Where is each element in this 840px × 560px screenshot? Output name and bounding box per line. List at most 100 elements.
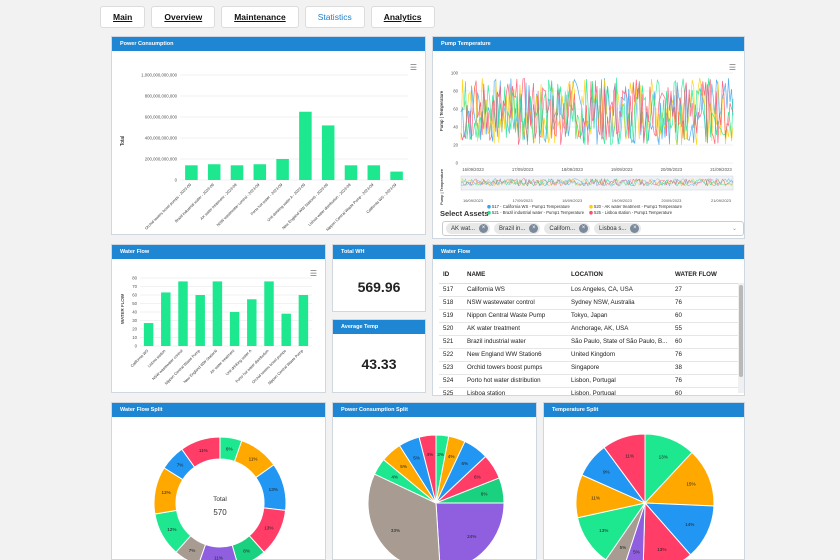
pie-slice — [435, 502, 505, 560]
slice-label: 11% — [249, 457, 258, 462]
water-flow-split-chart: 6% 11% 13% 13% 8% 11% 7% 12% 13% 7% 11% Total 570 — [153, 436, 287, 560]
slice-label: 5% — [413, 456, 420, 461]
y-tick-label: 10 — [132, 335, 137, 340]
y-tick-label: 70 — [132, 284, 137, 289]
hamburger-icon[interactable]: ☰ — [728, 63, 736, 72]
bar — [390, 171, 403, 180]
y-tick-label: 600,000,000,000 — [145, 115, 178, 120]
slice-label: 24% — [467, 534, 476, 539]
table-cell: 60 — [671, 335, 741, 349]
table-cell: United Kingdom — [567, 348, 671, 362]
y-axis-label: Total — [120, 136, 126, 147]
tab-statistics[interactable]: Statistics — [304, 6, 365, 28]
navigator-x-label: 20/09/2023 — [661, 198, 682, 203]
navigator-y-label: Pump | Temperature — [439, 168, 444, 205]
chip-label: AK wat... — [451, 225, 476, 232]
slice-label: 5% — [400, 464, 407, 469]
power-consumption-card: Power Consumption ☰ Total 1,000,000,000,… — [111, 36, 426, 235]
bar — [195, 295, 205, 346]
water-flow-chart-card: Water Flow ☰ WATER FLOW 80 70 60 50 40 30 20 10… — [111, 244, 326, 393]
power-consumption-chart: Total 1,000,000,000,000 800,000,000,000 60… — [120, 73, 408, 232]
table-row[interactable]: 521 Brazil industrial water São Paulo, Sta… — [439, 335, 741, 349]
card-title: Temperature Split — [544, 403, 744, 417]
y-tick-label: 40 — [453, 125, 458, 130]
column-header[interactable]: WATER FLOW — [671, 267, 741, 284]
slice-label: 13% — [599, 528, 608, 533]
chevron-down-icon[interactable]: ⌄ — [731, 226, 737, 232]
table-cell: Nippon Central Waste Pump — [463, 309, 567, 323]
water-flow-table: ID NAME LOCATION WATER FLOW 517 Californi… — [439, 267, 741, 395]
asset-chip[interactable]: Lisboa s... × — [594, 223, 642, 234]
slice-label: 13% — [264, 526, 273, 531]
table-row[interactable]: 519 Nippon Central Waste Pump Tokyo, Japan… — [439, 309, 741, 323]
navigator-x-label: 21/09/2023 — [711, 198, 732, 203]
pie-slice — [418, 434, 437, 504]
navigator-x-label: 19/09/2023 — [612, 198, 633, 203]
close-icon[interactable]: × — [529, 224, 539, 233]
legend-marker — [487, 210, 491, 215]
hamburger-icon[interactable]: ☰ — [409, 63, 417, 72]
legend-marker — [589, 204, 593, 209]
power-consumption-split-chart: 3% 4%6%6%6%24%33%4%5%5%4% — [367, 434, 505, 560]
table-cell: Los Angeles, CA, USA — [567, 283, 671, 297]
slice-label: 13% — [269, 487, 278, 492]
navigator-line — [460, 178, 734, 187]
table-row[interactable]: 522 New England WW Station6 United Kingdom… — [439, 348, 741, 362]
scrollbar-thumb[interactable] — [739, 285, 743, 377]
pie-slice — [643, 502, 715, 556]
card-title: Water Flow Split — [112, 403, 325, 417]
asset-chip[interactable]: AK wat... × — [446, 223, 491, 234]
table-cell: 518 — [439, 296, 463, 310]
y-tick-label: 30 — [132, 318, 137, 323]
power-consumption-split-card: Power Consumption Split 3% 4% 6% 6% 6% 24% 33%… — [332, 402, 537, 560]
table-cell: California WS — [463, 283, 567, 297]
card-title: Water Flow — [433, 245, 744, 259]
y-tick-label: 0 — [456, 161, 459, 166]
slice-label: 6% — [226, 446, 233, 451]
hamburger-icon[interactable]: ☰ — [309, 269, 317, 278]
tab-maintenance[interactable]: Maintenance — [221, 6, 299, 28]
table-row[interactable]: 520 AK water treatment Anchorage, AK, USA 5… — [439, 322, 741, 336]
table-row[interactable]: 518 NSW wastewater control Sydney NSW, Aus… — [439, 296, 741, 310]
slice-label: 14% — [685, 522, 694, 527]
y-tick-label: 20 — [132, 327, 137, 332]
tab-main[interactable]: Main — [100, 6, 146, 28]
table-cell: 55 — [671, 322, 741, 336]
tab-overview[interactable]: Overview — [151, 6, 216, 28]
column-header[interactable]: LOCATION — [567, 267, 671, 284]
table-row[interactable]: 523 Orchid towers boost pumps Singapore 38 — [439, 361, 741, 375]
pie-slice — [603, 433, 646, 505]
slice-label: 15% — [686, 482, 695, 487]
slice-label: 8% — [243, 549, 250, 554]
asset-chip[interactable]: Brazil in... × — [494, 223, 541, 234]
close-icon[interactable]: × — [630, 224, 640, 233]
slice-label: 11% — [199, 448, 208, 453]
close-icon[interactable]: × — [479, 224, 489, 233]
table-row[interactable]: 524 Porto hot water distribution Lisbon, P… — [439, 374, 741, 388]
tab-label: Main — [113, 12, 133, 22]
close-icon[interactable]: × — [579, 224, 589, 233]
bar — [281, 313, 291, 346]
card-title: Power Consumption Split — [333, 403, 536, 417]
scrollbar[interactable] — [738, 283, 744, 393]
column-header[interactable]: ID — [439, 267, 463, 284]
legend-label: 520 - AK water treatment - Pump1 Tempera… — [594, 204, 683, 209]
slice-label: 5% — [633, 549, 640, 554]
x-tick-label: 17/09/2023 — [512, 167, 534, 172]
table-row[interactable]: 517 California WS Los Angeles, CA, USA 27 — [439, 283, 741, 297]
table-cell: Tokyo, Japan — [567, 309, 671, 323]
card-title: Power Consumption — [112, 37, 425, 51]
asset-multiselect[interactable]: AK wat... × Brazil in... × Californ... × Li… — [442, 221, 744, 236]
bar — [229, 312, 240, 346]
table-row[interactable]: 525 Lisboa station Lisbon, Portugal 60 — [439, 387, 741, 395]
card-title: Water Flow — [112, 245, 325, 259]
tab-analytics[interactable]: Analytics — [370, 6, 435, 28]
slice-label: 33% — [391, 528, 400, 533]
table-cell: 523 — [439, 361, 463, 375]
y-tick-label: 20 — [453, 143, 458, 148]
column-header[interactable]: NAME — [463, 267, 567, 284]
asset-chip[interactable]: Californ... × — [544, 223, 591, 234]
pie-slice — [199, 543, 237, 560]
pie-slice — [367, 473, 441, 560]
total-wh-value: 569.96 — [357, 279, 401, 295]
